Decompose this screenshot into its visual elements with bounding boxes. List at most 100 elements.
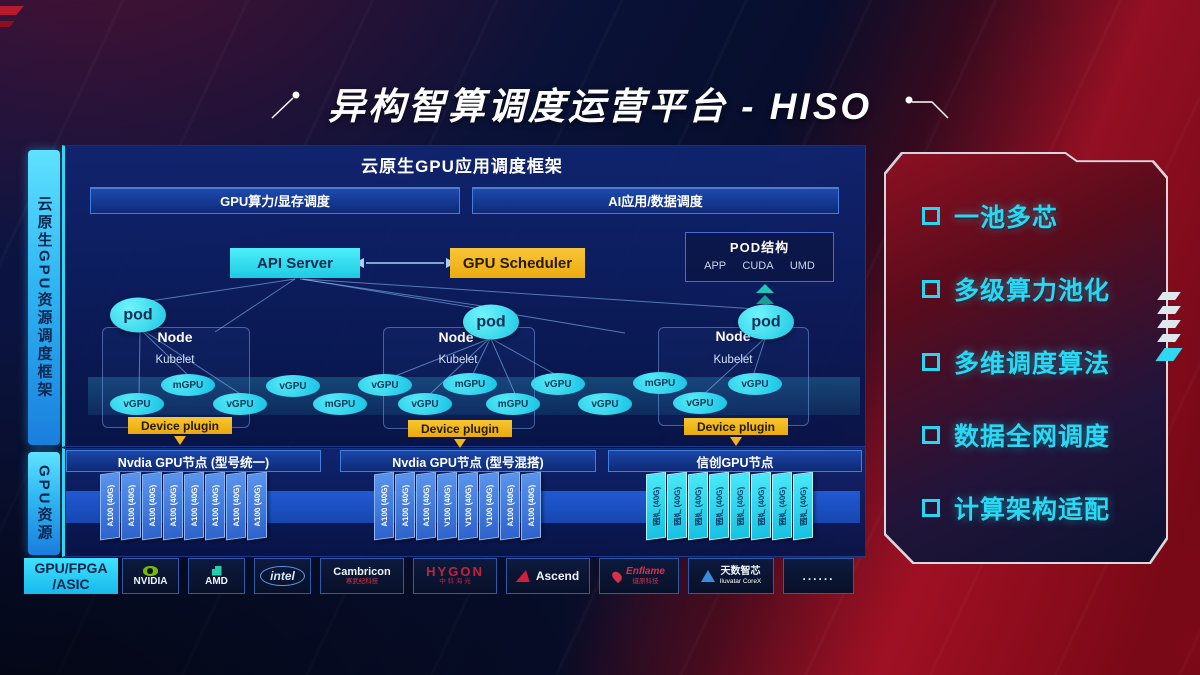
ascend-icon	[516, 570, 533, 582]
gpu-unit-ellipse-label: vGPU	[741, 378, 769, 390]
gpu-card-label: A100 (40G)	[147, 484, 157, 528]
pod-ellipse-label: pod	[476, 313, 506, 330]
feature-bullet-square-icon	[922, 280, 940, 298]
gpu-unit-ellipse: vGPU	[531, 373, 585, 395]
gpu-unit-ellipse-label: vGPU	[279, 380, 307, 392]
sidebar-gpu-label: GPU资源	[28, 452, 60, 555]
gpu-card-label: 国产 (40G)	[672, 486, 682, 526]
node-label: Node	[158, 329, 193, 345]
feature-bullet-square-icon	[922, 207, 940, 225]
kubelet-label: Kubelet	[438, 354, 477, 366]
gpu-card-label: 国产 (40G)	[735, 486, 745, 526]
gpu-unit-ellipse-label: vGPU	[544, 378, 572, 390]
vendor-box-enflame: Enflame 燧原科技	[599, 558, 679, 594]
gpu-card-label: 国产 (40G)	[693, 486, 703, 526]
vendor-subtitle: 中 科 海 光	[439, 578, 471, 585]
gpu-unit-ellipse: vGPU	[213, 393, 267, 415]
gpu-unit-ellipse-label: vGPU	[371, 379, 399, 391]
gpu-group-title-bar: Nvdia GPU节点 (型号混搭)	[340, 450, 596, 472]
sidebar-framework-label: 云原生GPU资源调度框架	[28, 150, 60, 445]
pod-ellipse: pod	[110, 297, 166, 333]
iluvatar-icon	[700, 570, 715, 582]
gpu-unit-ellipse-label: vGPU	[411, 398, 439, 410]
amd-icon	[211, 565, 222, 576]
pod-ellipse-label: pod	[123, 306, 153, 323]
vendor-name: ......	[802, 569, 835, 583]
gpu-card-label: A100 (40G)	[505, 484, 515, 528]
vendor-box-amd: AMD	[188, 558, 245, 594]
vendor-box-nvidia: NVIDIA	[122, 558, 179, 594]
gpu-card-label: V100 (40G)	[442, 484, 452, 528]
vendor-box-ascend: Ascend	[506, 558, 590, 594]
feature-bullet-square-icon	[922, 499, 940, 517]
gpu-unit-ellipse: vGPU	[578, 393, 632, 415]
pod-ellipse: pod	[738, 304, 794, 340]
gpu-unit-ellipse: mGPU	[161, 374, 215, 396]
device-plugin-box: Device plugin	[128, 417, 232, 434]
feature-item: 多级算力池化	[922, 271, 1136, 307]
gpu-unit-ellipse: mGPU	[633, 372, 687, 394]
api-server-box: API Server	[230, 248, 360, 278]
page-title: 异构智算调度运营平台 - HISO	[327, 86, 873, 127]
vendor-box-天数智芯: 天数智芯 Iluvatar CoreX	[688, 558, 774, 594]
gpu-scheduler-box: GPU Scheduler	[450, 248, 585, 278]
gpu-card-label: 国产 (40G)	[651, 486, 661, 526]
gpu-card: A100 (40G)	[416, 471, 436, 541]
gpu-card: A100 (40G)	[205, 471, 225, 541]
gpu-unit-ellipse: vGPU	[673, 392, 727, 414]
pod-structure-title: POD结构	[729, 240, 790, 255]
pod-structure-box: POD结构 APP CUDA UMD	[685, 232, 834, 282]
gpu-unit-ellipse-label: mGPU	[454, 378, 486, 390]
pod-structure-item: APP	[704, 260, 727, 272]
vendor-name: AMD	[205, 575, 228, 587]
gpu-unit-ellipse: vGPU	[266, 375, 320, 397]
pod-ellipse-label: pod	[751, 313, 781, 330]
device-plugin-box-label: Device plugin	[696, 419, 776, 434]
gpu-card-label: 国产 (40G)	[714, 486, 724, 526]
gpu-card-label: A100 (40G)	[252, 484, 262, 528]
gpu-card: 国产 (40G)	[667, 471, 687, 541]
feature-item: 一池多芯	[922, 198, 1136, 234]
vendor-row: NVIDIA AMD intel Cambricon 寒武纪科技 HYGON 中 科 海 光…	[122, 558, 862, 594]
vendor-box-intel: intel	[254, 558, 311, 594]
gpu-unit-ellipse-label: vGPU	[123, 398, 151, 410]
vendor-name: NVIDIA	[133, 575, 168, 587]
feature-text: 数据全网调度	[954, 423, 1111, 451]
gpu-unit-ellipse-label: mGPU	[324, 398, 356, 410]
gpu-card: V100 (40G)	[458, 471, 478, 541]
kubelet-label: Kubelet	[155, 354, 194, 366]
hardware-type-line1: GPU/FPGA	[34, 560, 108, 576]
gpu-card: A100 (40G)	[184, 471, 204, 541]
vendor-name: 天数智芯	[720, 566, 761, 577]
feature-item: 计算架构适配	[922, 490, 1136, 526]
scheduling-bar-ai: AI应用/数据调度	[472, 187, 839, 214]
gpu-card: 国产 (40G)	[730, 471, 750, 541]
scheduling-bar-compute: GPU算力/显存调度	[90, 187, 460, 214]
vendor-box-: ......	[783, 558, 854, 594]
gpu-card-label: 国产 (40G)	[777, 486, 787, 526]
kubelet-label-label: Kubelet	[155, 354, 195, 366]
gpu-card-label: A100 (40G)	[421, 484, 431, 528]
gpu-card-label: A100 (40G)	[400, 484, 410, 528]
gpu-card: A100 (40G)	[163, 471, 183, 541]
gpu-card: 国产 (40G)	[793, 471, 813, 541]
gpu-group-title-bar-label: Nvdia GPU节点 (型号混搭)	[392, 455, 544, 470]
gpu-card-label: A100 (40G)	[168, 484, 178, 528]
vendor-box-cambricon: Cambricon 寒武纪科技	[320, 558, 404, 594]
vendor-subtitle: 燧原科技	[632, 578, 659, 585]
feature-bullet-square-icon	[922, 353, 940, 371]
gpu-card: A100 (40G)	[100, 471, 120, 541]
gpu-group-title-bar: 信创GPU节点	[608, 450, 862, 472]
vendor-box-hygon: HYGON 中 科 海 光	[413, 558, 497, 594]
gpu-unit-ellipse: mGPU	[443, 373, 497, 395]
feature-text: 多维调度算法	[954, 350, 1111, 378]
device-plugin-box: Device plugin	[684, 418, 788, 435]
gpu-unit-ellipse: vGPU	[728, 373, 782, 395]
enflame-icon	[610, 569, 624, 583]
gpu-card-label: A100 (40G)	[210, 484, 220, 528]
pod-ellipse: pod	[463, 304, 519, 340]
gpu-card: A100 (40G)	[142, 471, 162, 541]
gpu-card: V100 (40G)	[437, 471, 457, 541]
feature-panel: 一池多芯多级算力池化多维调度算法数据全网调度计算架构适配智算网络可观测	[884, 152, 1168, 564]
